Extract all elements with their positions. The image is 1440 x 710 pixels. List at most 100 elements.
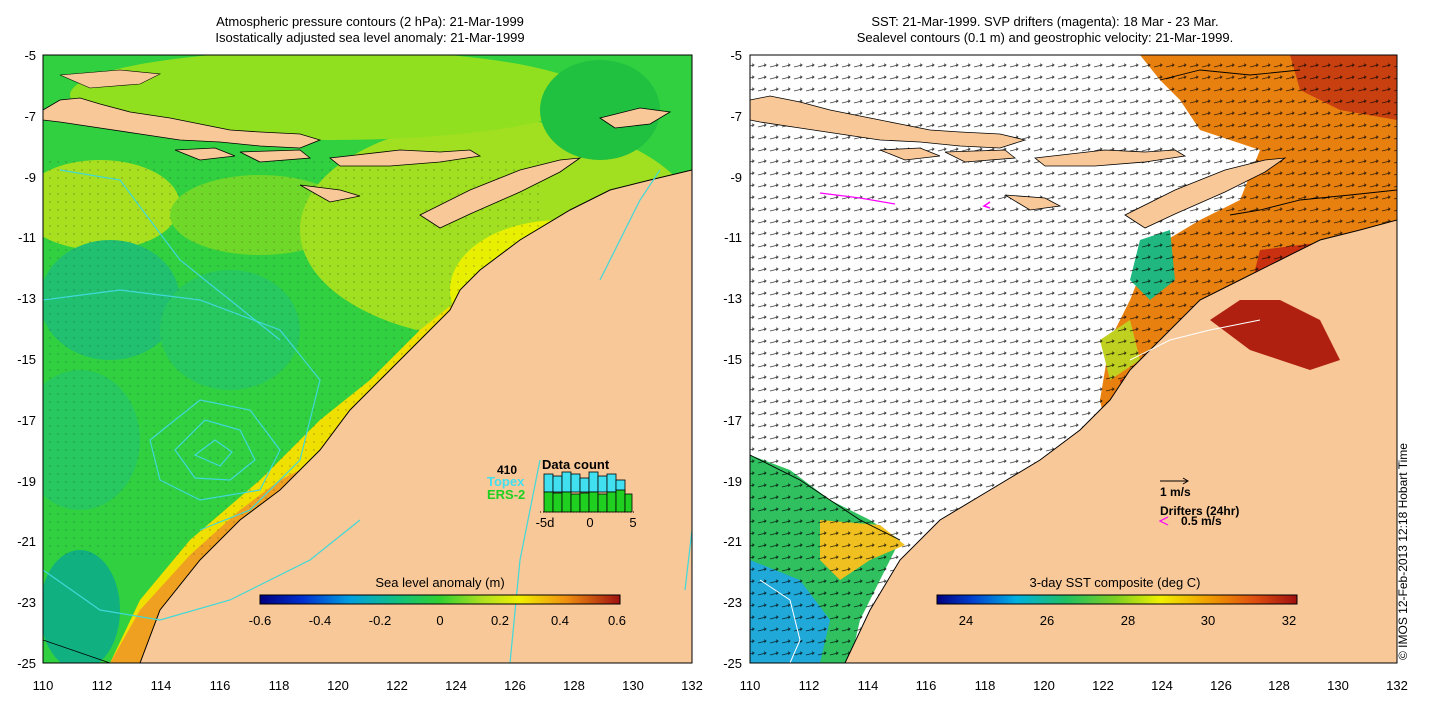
y-tick: -5 [730,48,742,63]
x-tick: 124 [445,678,467,693]
right-map-title: SST: 21-Mar-1999. SVP drifters (magenta)… [740,14,1350,46]
x-tick: 122 [386,678,408,693]
x-tick: 114 [151,678,172,693]
y-tick: -13 [17,291,36,306]
x-tick: 128 [563,678,585,693]
ers2-bar [570,493,581,513]
sst-tick: 24 [959,613,973,628]
x-tick: 116 [210,678,231,693]
right-title-line-1: SST: 21-Mar-1999. SVP drifters (magenta)… [871,14,1219,29]
y-tick: -7 [24,109,36,124]
timor-island [1124,157,1287,229]
y-tick: -21 [723,534,742,549]
pressure-contour [43,289,321,531]
bali-island [174,147,236,161]
island [599,107,672,129]
sealevel-contours-white [759,319,1261,663]
drifters-label: Drifters (24hr) [1160,504,1239,518]
left-title-line-1: Atmospheric pressure contours (2 hPa): 2… [216,14,524,29]
data-count-title: Data count [542,457,610,472]
velocity-scale-arrow [1160,477,1189,485]
topex-bar [606,473,617,493]
x-tick: 132 [1386,678,1408,693]
data-count-tick: 0 [586,515,593,530]
topex-bar [579,477,590,493]
sla-blob [43,550,120,663]
velocity-scale-label: 1 m/s [1160,485,1191,499]
y-tick: -23 [723,595,742,610]
drifter-scale-arrow [1158,516,1169,526]
x-tick: 112 [92,678,113,693]
drifter-track [982,201,991,209]
sst-tick: 28 [1121,613,1135,628]
y-tick: -17 [17,413,36,428]
sla-contour [43,639,111,663]
velocity-legend: 1 m/s Drifters (24hr) 0.5 m/s [1158,477,1239,528]
pressure-contours [43,169,692,663]
left-title-line-2: Isostatically adjusted sea level anomaly… [215,30,525,45]
sla-colorbar-ticks: -0.6 -0.4 -0.2 0 0.2 0.4 0.6 [249,613,626,628]
y-tick: -19 [17,474,36,489]
x-tick: 110 [740,678,761,693]
ers2-bar [579,492,590,513]
sla-blob [540,60,660,160]
y-tick: -11 [18,230,36,245]
x-tick: 120 [1033,678,1055,693]
y-tick: -9 [24,170,36,185]
y-tick: -15 [723,352,742,367]
y-tick: -11 [724,230,742,245]
left-x-axis: 110 112 114 116 118 120 122 124 126 128 … [33,678,703,693]
sst-colorbar-ticks: 24 26 28 30 32 [959,613,1296,628]
flores-island [1033,149,1187,167]
ers2-bar [624,493,633,513]
x-tick: 126 [504,678,526,693]
island [59,69,162,89]
ers2-bar [561,491,572,513]
sla-tick: 0.2 [491,613,509,628]
x-tick: 128 [1268,678,1290,693]
sealevel-contour [1229,189,1397,216]
sumba-island [1004,194,1062,211]
sla-tick: -0.6 [249,613,271,628]
pressure-contour [43,519,361,621]
right-map-frame [749,54,1398,664]
y-tick: -17 [723,413,742,428]
y-tick: -15 [17,352,36,367]
left-map-title: Atmospheric pressure contours (2 hPa): 2… [60,14,680,46]
topex-label: Topex [487,474,525,489]
drifter-speed-label: 0.5 m/s [1181,514,1222,528]
y-tick: -5 [24,48,36,63]
sla-colorbar-label: Sea level anomaly (m) [375,575,504,590]
topex-bar [597,475,608,493]
x-tick: 116 [916,678,937,693]
sla-tick: 0 [436,613,443,628]
topex-bar [570,473,581,493]
sealevel-contour [1129,319,1261,361]
bali-island [879,147,941,161]
x-tick: 130 [1327,678,1349,693]
right-x-axis: 110 112 114 116 118 120 122 124 126 128 … [740,678,1408,693]
java-island [43,97,322,149]
x-tick: 132 [681,678,703,693]
sealevel-contour [750,454,901,541]
sumba-island [299,184,361,203]
x-tick: 114 [858,678,879,693]
sst-colorbar-label: 3-day SST composite (deg C) [1030,575,1201,590]
x-tick: 124 [1151,678,1173,693]
sst-tick: 32 [1282,613,1296,628]
pressure-contour [509,459,541,663]
sla-tick: 0.6 [608,613,626,628]
left-map [43,55,692,663]
y-tick: -13 [723,291,742,306]
ers2-bar [597,493,608,513]
topex-bar [588,471,599,493]
x-tick: 118 [975,678,996,693]
sla-tick: 0.4 [551,613,569,628]
data-count-number: 410 [497,463,517,477]
x-tick: 130 [622,678,644,693]
timor-island [419,157,582,229]
x-tick: 112 [799,678,820,693]
x-tick: 126 [1210,678,1232,693]
pressure-contour [149,399,281,501]
